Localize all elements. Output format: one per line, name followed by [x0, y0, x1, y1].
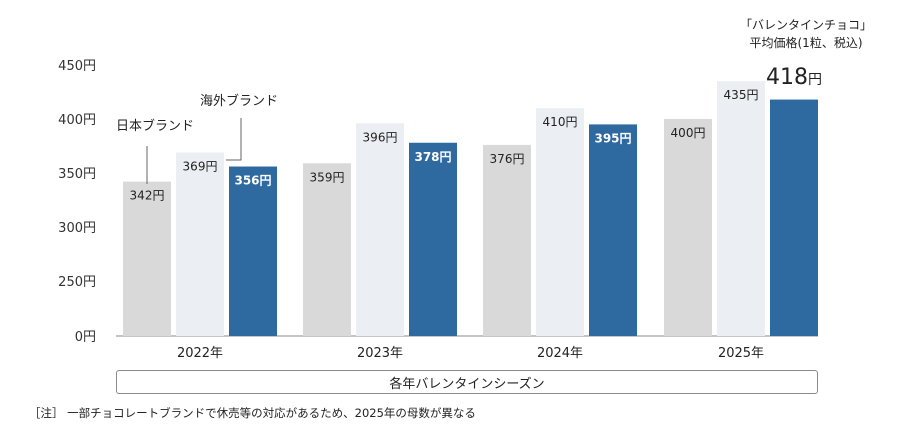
y-tick-label-3: 350円: [58, 167, 96, 182]
x-axis-caption: 各年バレンタインシーズン: [116, 370, 818, 394]
x-tick-label-3: 2025年: [718, 346, 764, 361]
legend-foreign: 海外ブランド: [200, 93, 278, 109]
bar-foreign-1: [356, 123, 404, 336]
bar-average-3: [770, 99, 818, 336]
bar-foreign-0: [176, 152, 224, 336]
data-label-domestic-3: 400円: [671, 126, 706, 140]
bar-domestic-1: [303, 163, 351, 336]
y-tick-label-0: 0円: [75, 330, 96, 345]
legend-foreign-leader: [226, 118, 242, 161]
bar-domestic-0: [123, 181, 171, 336]
bar-foreign-2: [536, 108, 584, 336]
bar-average-2: [589, 124, 637, 337]
y-tick-label-1: 250円: [58, 275, 96, 290]
bar-foreign-3: [717, 81, 765, 336]
data-label-foreign-2: 410円: [543, 115, 578, 129]
data-label-domestic-1: 359円: [310, 170, 345, 184]
x-tick-label-2: 2024年: [537, 346, 583, 361]
y-tick-label-4: 400円: [58, 113, 96, 128]
bar-average-0: [229, 166, 277, 336]
legend-average-line1: 「バレンタインチョコ」: [740, 18, 872, 32]
data-label-foreign-0: 369円: [183, 159, 218, 173]
average-highlight-value: 418円: [766, 65, 822, 90]
footnote: ［注］ 一部チョコレートブランドで休売等の対応があるため、2025年の母数が異な…: [29, 406, 476, 420]
data-label-foreign-3: 435円: [724, 88, 759, 102]
bar-average-1: [409, 142, 457, 336]
data-label-average-2: 395円: [594, 131, 631, 145]
x-tick-label-0: 2022年: [177, 346, 223, 361]
x-tick-label-1: 2023年: [357, 346, 403, 361]
data-label-domestic-2: 376円: [490, 152, 525, 166]
bar-domestic-3: [664, 119, 712, 336]
y-tick-label-5: 450円: [58, 59, 96, 74]
data-label-average-0: 356円: [234, 174, 271, 188]
data-label-domestic-0: 342円: [130, 189, 165, 203]
data-label-average-1: 378円: [414, 150, 451, 164]
legend-average-line2: 平均価格(1粒、税込): [750, 35, 863, 50]
y-tick-label-2: 300円: [58, 221, 96, 236]
data-label-foreign-1: 396円: [363, 130, 398, 144]
bar-domestic-2: [483, 144, 531, 336]
legend-domestic: 日本ブランド: [116, 118, 194, 134]
